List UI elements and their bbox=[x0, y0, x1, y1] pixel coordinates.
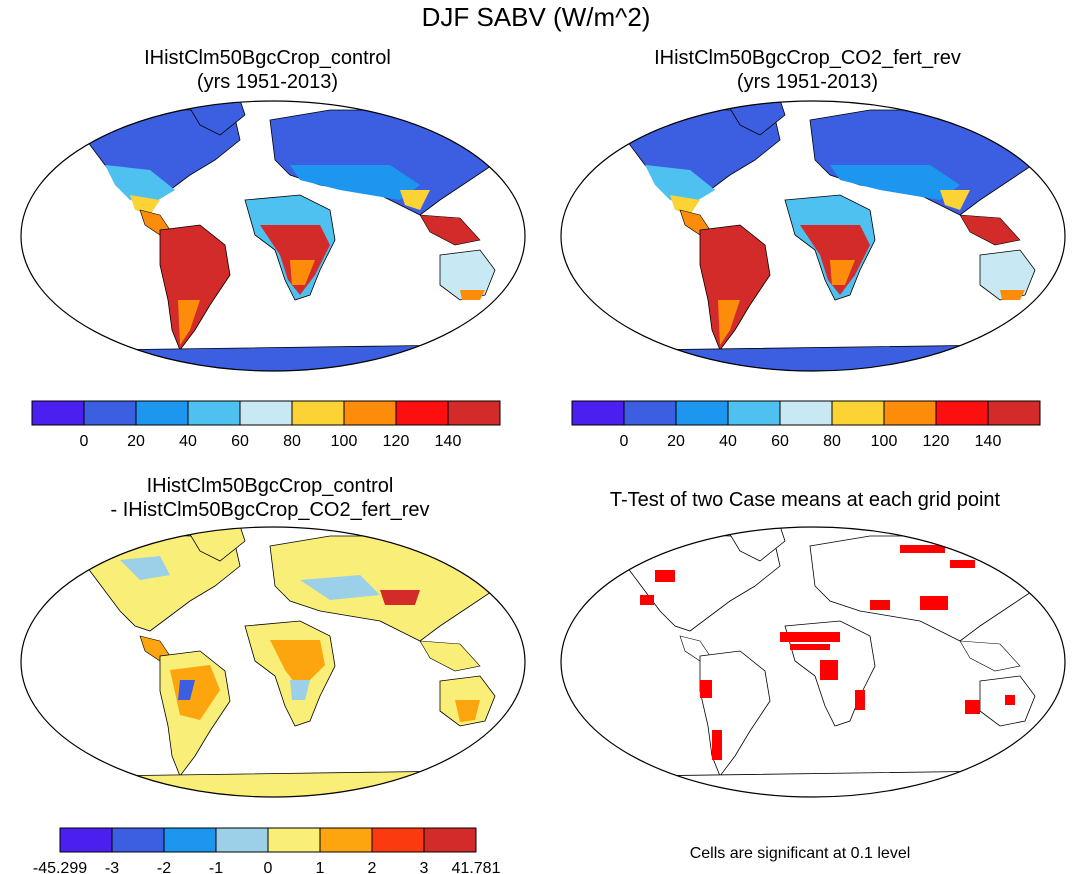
colorbar-1-label: 0 bbox=[80, 433, 89, 450]
colorbar-1-box-4 bbox=[239, 400, 293, 426]
colorbar-1-box-3 bbox=[187, 400, 241, 426]
colorbar-2-label: 20 bbox=[667, 433, 685, 450]
map-panel-1 bbox=[20, 100, 526, 372]
colorbar-2-box-1 bbox=[623, 400, 677, 426]
panel-1-title: IHistClm50BgcCrop_control (yrs 1951-2013… bbox=[40, 46, 495, 94]
panel-3-title-line1: IHistClm50BgcCrop_control bbox=[146, 475, 394, 497]
colorbar-2-label: 80 bbox=[823, 433, 841, 450]
colorbar-1-label: 20 bbox=[127, 433, 145, 450]
colorbar-1-label: 100 bbox=[331, 433, 358, 450]
colorbar-2-label: 140 bbox=[975, 433, 1002, 450]
colorbar-2-box-8 bbox=[987, 400, 1041, 426]
colorbar-1-box-2 bbox=[135, 400, 189, 426]
panel-1-title-line2: (yrs 1951-2013) bbox=[196, 71, 339, 93]
colorbar-1-label: 120 bbox=[383, 433, 410, 450]
colorbar-2-box-5 bbox=[831, 400, 885, 426]
colorbar-1-box-7 bbox=[395, 400, 449, 426]
colorbar-2-box-6 bbox=[883, 400, 937, 426]
colorbar-2-box-3 bbox=[727, 400, 781, 426]
colorbar-3-box-7 bbox=[423, 827, 477, 853]
colorbar-1-box-1 bbox=[83, 400, 137, 426]
panel-3-title: IHistClm50BgcCrop_control - IHistClm50Bg… bbox=[20, 474, 520, 522]
figure-title: DJF SABV (W/m^2) bbox=[421, 2, 651, 32]
colorbar-2-box-2 bbox=[675, 400, 729, 426]
colorbar-3-box-1 bbox=[111, 827, 165, 853]
colorbar-3-box-6 bbox=[371, 827, 425, 853]
colorbar-1-label: 80 bbox=[283, 433, 301, 450]
colorbar-3-label: -45.299 bbox=[33, 860, 87, 874]
panel-2-title-line2: (yrs 1951-2013) bbox=[736, 71, 879, 93]
colorbar-2-label: 60 bbox=[771, 433, 789, 450]
colorbar-3-label: 41.781 bbox=[452, 860, 501, 874]
colorbar-3-label: -1 bbox=[209, 860, 223, 874]
map-panel-4 bbox=[560, 526, 1066, 798]
colorbar-panel-2: 0 20 40 60 80 100 120 140 bbox=[571, 400, 1041, 450]
colorbar-1-label: 40 bbox=[179, 433, 197, 450]
colorbar-3-label: 0 bbox=[264, 860, 273, 874]
panel-2-title-line1: IHistClm50BgcCrop_CO2_fert_rev bbox=[654, 47, 961, 69]
colorbar-3-label: 2 bbox=[368, 860, 377, 874]
colorbar-panel-1: 0 20 40 60 80 100 120 140 bbox=[31, 400, 501, 450]
colorbar-2-label: 100 bbox=[871, 433, 898, 450]
colorbar-3-box-2 bbox=[163, 827, 217, 853]
significance-note: Cells are significant at 0.1 level bbox=[689, 845, 911, 862]
colorbar-1-box-5 bbox=[291, 400, 345, 426]
colorbar-2-label: 120 bbox=[923, 433, 950, 450]
colorbar-2-box-7 bbox=[935, 400, 989, 426]
panel-1-title-line1: IHistClm50BgcCrop_control bbox=[144, 47, 391, 69]
colorbar-3-label: -3 bbox=[105, 860, 119, 874]
colorbar-2-box-0 bbox=[571, 400, 625, 426]
colorbar-1-label: 60 bbox=[231, 433, 249, 450]
colorbar-3-label: 3 bbox=[420, 860, 429, 874]
colorbar-2-label: 40 bbox=[719, 433, 737, 450]
panel-4-title: T-Test of two Case means at each grid po… bbox=[545, 488, 1065, 512]
colorbar-3-label: -2 bbox=[157, 860, 171, 874]
panel-3-title-line2: - IHistClm50BgcCrop_CO2_fert_rev bbox=[110, 499, 430, 521]
colorbar-1-box-6 bbox=[343, 400, 397, 426]
colorbar-3-label: 1 bbox=[316, 860, 325, 874]
colorbar-panel-3: -45.299 -3 -2 -1 0 1 2 3 41.781 bbox=[33, 827, 501, 874]
colorbar-2-label: 0 bbox=[620, 433, 629, 450]
colorbar-3-box-4 bbox=[267, 827, 321, 853]
colorbar-1-box-0 bbox=[31, 400, 85, 426]
panel-4-title-line1: T-Test of two Case means at each grid po… bbox=[609, 489, 1001, 511]
colorbar-1-label: 140 bbox=[435, 433, 462, 450]
colorbar-2-box-4 bbox=[779, 400, 833, 426]
colorbar-3-box-3 bbox=[215, 827, 269, 853]
colorbar-3-box-0 bbox=[59, 827, 113, 853]
map-panel-2 bbox=[560, 100, 1066, 372]
colorbar-1-box-8 bbox=[447, 400, 501, 426]
colorbar-3-box-5 bbox=[319, 827, 373, 853]
map-panel-3 bbox=[20, 526, 526, 798]
panel-2-title: IHistClm50BgcCrop_CO2_fert_rev (yrs 1951… bbox=[580, 46, 1035, 94]
